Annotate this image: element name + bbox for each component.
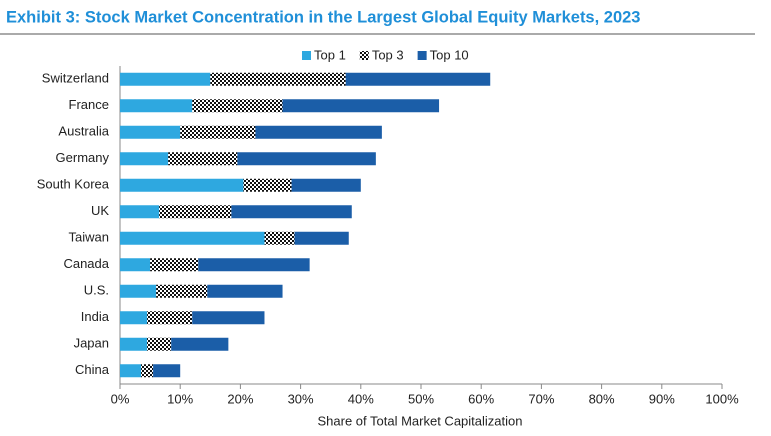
bar-segment	[120, 311, 148, 325]
x-axis-title: Share of Total Market Capitalization	[318, 413, 523, 428]
bar-segment	[153, 364, 181, 378]
bar-segment	[207, 284, 283, 298]
bar-segment	[147, 311, 193, 325]
y-tick-label: Switzerland	[42, 71, 109, 86]
bar-segment	[147, 337, 172, 351]
bar-segment	[120, 152, 169, 166]
bar-segment	[120, 258, 151, 272]
y-tick-label: Germany	[56, 150, 110, 165]
x-tick-label: 80%	[589, 391, 615, 406]
bar-segment	[120, 337, 148, 351]
bar-segment	[264, 231, 295, 245]
y-tick-label: U.S.	[84, 283, 109, 298]
bar-segment	[282, 99, 440, 113]
x-tick-label: 40%	[348, 391, 374, 406]
y-tick-label: India	[81, 309, 110, 324]
bar-segment	[171, 337, 229, 351]
bar-segment	[156, 284, 208, 298]
bar-segment	[168, 152, 238, 166]
bar-segment	[192, 311, 265, 325]
bar-segment	[120, 72, 211, 86]
bar-segment	[120, 99, 193, 113]
legend-swatch	[302, 51, 311, 60]
bar-segment	[210, 72, 346, 86]
y-tick-label: Japan	[74, 336, 109, 351]
bar-segment	[243, 178, 292, 192]
bar-segment	[141, 364, 154, 378]
bar-segment	[120, 284, 157, 298]
legend-label: Top 1	[314, 47, 346, 62]
bar-segment	[180, 125, 256, 139]
bar-segment	[294, 231, 349, 245]
bar-segment	[159, 205, 232, 219]
chart-title: Exhibit 3: Stock Market Concentration in…	[6, 8, 641, 26]
bar-segment	[150, 258, 199, 272]
x-tick-label: 30%	[288, 391, 314, 406]
bar-segment	[345, 72, 491, 86]
x-tick-label: 70%	[528, 391, 554, 406]
x-tick-label: 50%	[408, 391, 434, 406]
legend-label: Top 3	[372, 47, 404, 62]
bar-segment	[120, 364, 142, 378]
y-tick-label: Australia	[58, 124, 109, 139]
bar-segment	[255, 125, 382, 139]
bar-segment	[120, 231, 265, 245]
x-tick-label: 20%	[227, 391, 253, 406]
x-tick-label: 0%	[111, 391, 130, 406]
bar-segment	[231, 205, 352, 219]
bar-segment	[120, 125, 181, 139]
y-tick-label: Canada	[63, 256, 109, 271]
x-tick-label: 100%	[705, 391, 739, 406]
bar-segment	[198, 258, 310, 272]
y-tick-label: France	[69, 97, 109, 112]
bar-segment	[192, 99, 283, 113]
bar-segment	[237, 152, 376, 166]
x-tick-label: 60%	[468, 391, 494, 406]
x-tick-label: 90%	[649, 391, 675, 406]
y-tick-label: Taiwan	[69, 230, 109, 245]
legend-label: Top 10	[430, 47, 469, 62]
y-tick-label: South Korea	[37, 177, 110, 192]
bar-segment	[291, 178, 361, 192]
bar-segment	[120, 205, 160, 219]
x-tick-label: 10%	[167, 391, 193, 406]
legend-swatch	[359, 51, 369, 60]
y-tick-label: UK	[91, 203, 109, 218]
y-tick-label: China	[75, 362, 110, 377]
legend-swatch	[417, 51, 427, 60]
bar-segment	[120, 178, 244, 192]
